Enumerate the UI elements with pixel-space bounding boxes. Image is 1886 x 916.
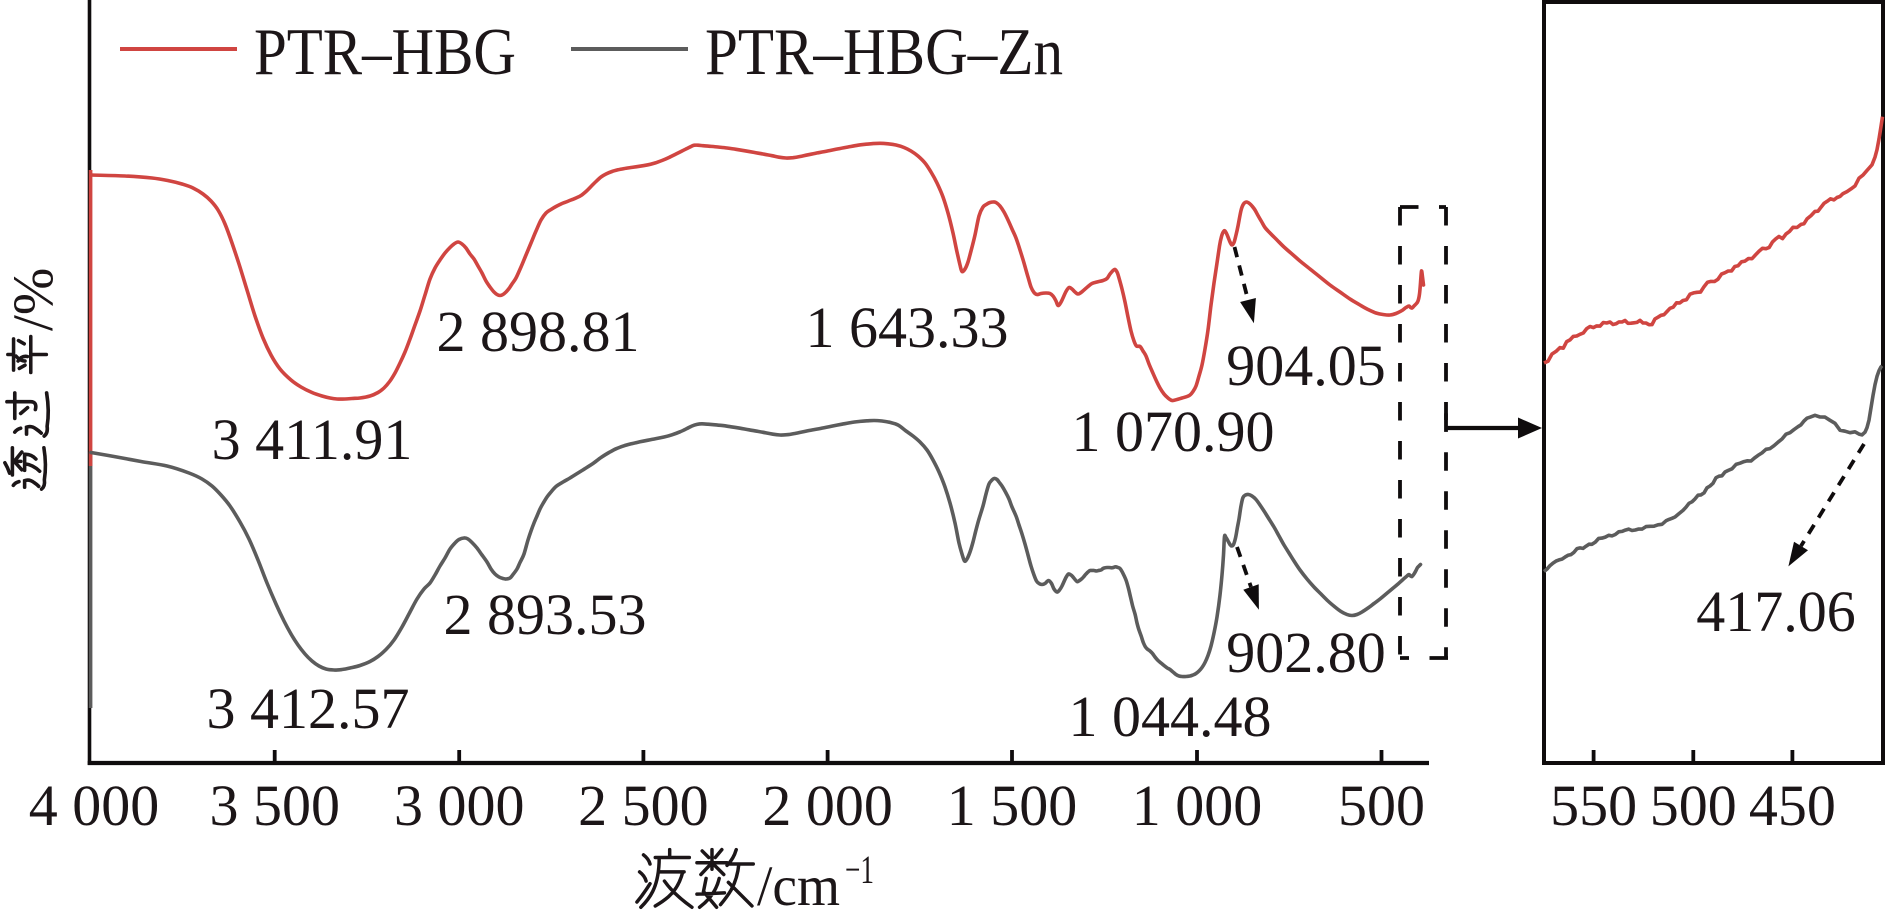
svg-text:3 411.91: 3 411.91 <box>212 407 413 472</box>
svg-text:904.05: 904.05 <box>1226 333 1386 398</box>
svg-text:PTR–HBG: PTR–HBG <box>254 15 516 89</box>
svg-text:2 500: 2 500 <box>578 773 709 838</box>
svg-text:3 412.57: 3 412.57 <box>207 676 410 741</box>
svg-text:1 643.33: 1 643.33 <box>806 295 1009 360</box>
svg-text:−1: −1 <box>845 847 874 892</box>
svg-text:3 000: 3 000 <box>394 773 525 838</box>
svg-text:450: 450 <box>1749 773 1836 838</box>
svg-text:902.80: 902.80 <box>1226 620 1386 685</box>
svg-text:2 000: 2 000 <box>762 773 893 838</box>
svg-text:/%: /% <box>2 268 65 331</box>
svg-text:417.06: 417.06 <box>1696 579 1856 644</box>
svg-text:500: 500 <box>1650 773 1737 838</box>
svg-text:1 500: 1 500 <box>947 773 1078 838</box>
svg-text:PTR–HBG–Zn: PTR–HBG–Zn <box>705 15 1063 89</box>
svg-text:2 898.81: 2 898.81 <box>437 299 640 364</box>
svg-text:2 893.53: 2 893.53 <box>444 582 647 647</box>
svg-text:500: 500 <box>1338 773 1425 838</box>
svg-text:3 500: 3 500 <box>209 773 340 838</box>
svg-text:4 000: 4 000 <box>29 773 160 838</box>
svg-text:/cm: /cm <box>757 855 840 911</box>
svg-text:1 000: 1 000 <box>1132 773 1263 838</box>
svg-text:1 044.48: 1 044.48 <box>1069 684 1272 749</box>
svg-text:1 070.90: 1 070.90 <box>1072 399 1275 464</box>
svg-text:550: 550 <box>1550 773 1637 838</box>
